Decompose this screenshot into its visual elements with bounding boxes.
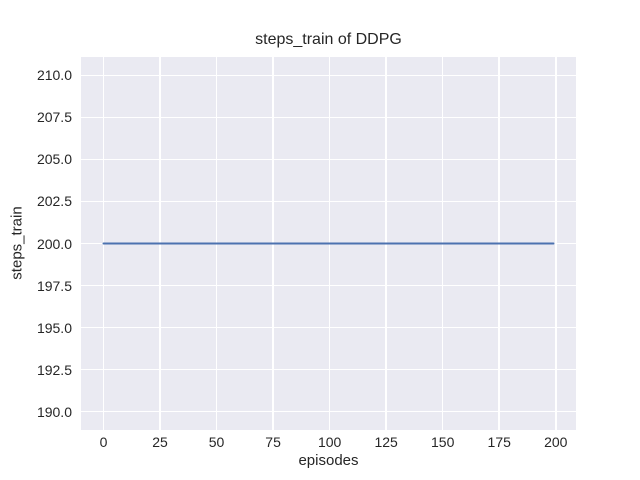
y-tick-label: 207.5 [36,109,72,126]
y-tick-label: 192.5 [36,361,72,378]
y-tick-label: 197.5 [36,277,72,294]
grid-line-horizontal [81,200,576,203]
chart-title: steps_train of DDPG [255,31,402,48]
x-tick-label: 0 [99,434,108,450]
x-tick-label: 150 [431,434,455,450]
grid-line-vertical [555,57,557,430]
x-tick-label: 125 [374,434,398,450]
x-tick-label: 25 [152,434,168,450]
y-tick-label: 210.0 [36,67,72,84]
grid-line-horizontal [81,326,576,329]
x-tick-label: 50 [208,434,225,450]
x-axis-label: episodes [298,452,359,469]
grid-line-horizontal [81,410,576,413]
x-tick-label: 75 [265,434,281,450]
grid-line-horizontal [81,284,576,287]
y-tick-label: 195.0 [36,319,72,336]
y-tick-label: 190.0 [36,403,72,420]
y-tick-label: 200.0 [36,235,72,252]
y-tick-label: 202.5 [36,193,72,210]
grid-line-horizontal [81,158,576,161]
data-line-layer [102,242,555,245]
grid-line-horizontal [81,74,576,77]
x-tick-label: 175 [487,434,511,450]
grid-line-horizontal [81,116,576,119]
plot-area [81,57,576,430]
grid-line-horizontal [81,368,576,371]
x-tick-label: 200 [544,434,568,450]
y-tick-label: 205.0 [36,151,72,168]
x-tick-label: 100 [317,434,342,450]
